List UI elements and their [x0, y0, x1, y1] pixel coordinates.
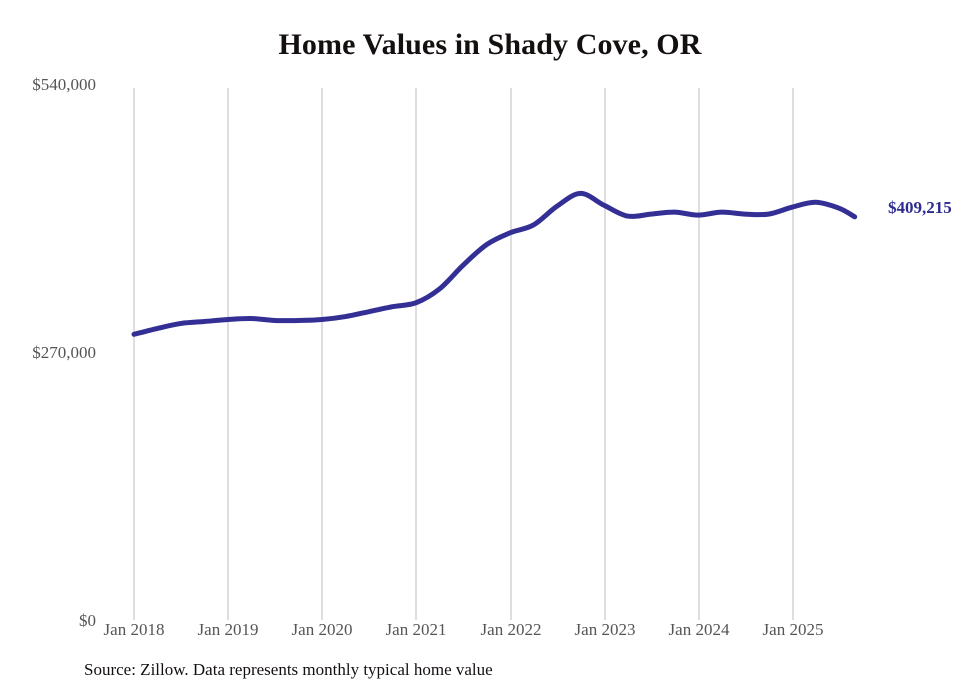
x-axis-tick-jan-2025: Jan 2025 [762, 620, 824, 639]
source-note: Source: Zillow. Data represents monthly … [84, 660, 493, 679]
x-axis-tick-jan-2022: Jan 2022 [480, 620, 542, 639]
x-axis-tick-jan-2018: Jan 2018 [103, 620, 165, 639]
x-axis-tick-jan-2020: Jan 2020 [291, 620, 353, 639]
value-line-series [131, 190, 858, 337]
end-value-annotation: $409,215 [888, 198, 952, 217]
x-axis-tick-jan-2024: Jan 2024 [668, 620, 730, 639]
y-axis-tick-label-mid: $270,000 [32, 343, 96, 362]
x-axis-tick-jan-2021: Jan 2021 [385, 620, 447, 639]
gridlines-group [133, 88, 794, 620]
page-title: Home Values in Shady Cove, OR [278, 28, 702, 61]
y-axis-tick-label-zero: $0 [79, 611, 96, 630]
x-axis-tick-jan-2019: Jan 2019 [197, 620, 259, 639]
x-axis-tick-jan-2023: Jan 2023 [574, 620, 636, 639]
y-axis-tick-label-top: $540,000 [32, 75, 96, 94]
